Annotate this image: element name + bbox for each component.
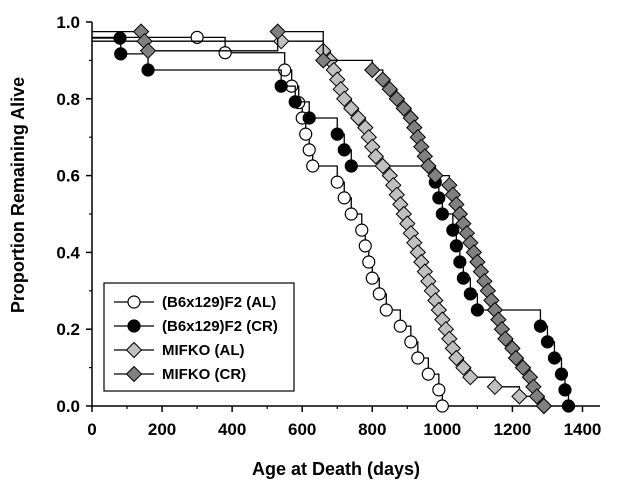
series-point: [114, 47, 128, 61]
x-tick-label: 200: [148, 420, 176, 439]
legend: (B6x129)F2 (AL) (B6x129)F2 (CR) MIFKO (AL)…: [103, 282, 295, 392]
axes: 0 200 400 600 800 1000 1200 1400 0.0 0.2 0.4 0.6 0.8…: [56, 13, 601, 439]
x-tick-label: 0: [87, 420, 96, 439]
series-point: [535, 397, 553, 415]
series-point: [547, 351, 562, 365]
series-point: [302, 143, 316, 157]
series-point: [463, 287, 477, 301]
y-tick-label: 0.6: [56, 167, 80, 186]
x-tick-label: 1000: [423, 420, 461, 439]
series-point: [355, 223, 369, 237]
series-point: [511, 388, 528, 405]
series-point: [420, 157, 437, 175]
series-point: [455, 359, 472, 376]
legend-marker: [125, 341, 143, 359]
series-point: [554, 367, 569, 381]
series-point: [540, 335, 555, 349]
series-point: [337, 143, 351, 157]
series-point: [404, 335, 418, 349]
series-point: [344, 207, 358, 221]
series-point: [365, 271, 379, 285]
series-point: [336, 90, 353, 108]
series-point: [507, 349, 525, 367]
series-point: [411, 351, 425, 365]
series-point: [432, 383, 446, 397]
x-tick-label: 1200: [493, 420, 531, 439]
series-point: [362, 255, 376, 269]
series-point: [343, 100, 360, 117]
series-point: [393, 319, 407, 333]
y-tick-label: 0.0: [56, 397, 80, 416]
series-point: [358, 239, 372, 253]
legend-marker: [127, 319, 141, 333]
series-point: [561, 399, 576, 413]
series-point: [302, 111, 316, 125]
series-point: [421, 367, 435, 381]
series-point: [395, 100, 413, 117]
series-point: [427, 167, 444, 184]
series-point: [449, 239, 463, 253]
series-point: [435, 207, 449, 221]
series-point: [558, 383, 572, 397]
series-point: [218, 46, 232, 60]
legend-label: MIFKO (CR): [162, 366, 246, 383]
series-point: [514, 359, 532, 376]
series-1: [92, 31, 576, 413]
series-point: [446, 223, 460, 237]
y-tick-label: 0.8: [56, 90, 80, 109]
series-point: [306, 159, 320, 173]
series-point: [528, 388, 546, 405]
series-point: [350, 109, 367, 127]
series-point: [374, 157, 391, 175]
series-point: [381, 80, 399, 98]
series-point: [315, 52, 332, 69]
x-tick-label: 1400: [564, 420, 602, 439]
series-point: [432, 191, 446, 205]
series-point: [139, 42, 157, 60]
series-point: [113, 31, 127, 45]
y-tick-label: 1.0: [56, 13, 80, 32]
series-point: [470, 303, 484, 317]
series-point: [453, 255, 467, 269]
x-tick-label: 800: [358, 420, 386, 439]
series-point: [337, 191, 351, 205]
series-point: [141, 63, 155, 77]
legend-label: (B6x129)F2 (CR): [162, 318, 278, 335]
x-tick-label: 600: [288, 420, 316, 439]
y-tick-label: 0.2: [56, 320, 80, 339]
series-point: [344, 159, 358, 173]
series-3: [92, 23, 553, 415]
series-point: [388, 90, 406, 108]
series-point: [456, 271, 470, 285]
x-axis-title: Age at Death (days): [252, 459, 420, 479]
series-point: [486, 378, 504, 396]
series-point: [330, 175, 344, 189]
series-point: [190, 30, 204, 44]
y-axis-title: Proportion Remaining Alive: [8, 77, 28, 313]
series-point: [435, 399, 449, 413]
x-tick-label: 400: [218, 420, 246, 439]
series-point: [533, 319, 548, 333]
series-point: [497, 330, 514, 348]
series-point: [364, 61, 381, 79]
series-point: [448, 349, 465, 367]
legend-label: (B6x129)F2 (AL): [162, 294, 276, 311]
legend-marker: [125, 365, 143, 383]
series-point: [379, 303, 393, 317]
series-point: [269, 23, 286, 40]
series-point: [372, 287, 386, 301]
series-point: [288, 95, 302, 109]
series-point: [374, 71, 391, 88]
series-point: [330, 127, 344, 141]
series-layer: [92, 23, 576, 415]
series-point: [274, 79, 288, 93]
legend-marker: [127, 295, 141, 309]
series-point: [367, 148, 384, 165]
y-tick-label: 0.4: [56, 243, 80, 262]
series-point: [462, 368, 479, 386]
series-point: [299, 127, 313, 141]
legend-label: MIFKO (AL): [162, 342, 244, 359]
